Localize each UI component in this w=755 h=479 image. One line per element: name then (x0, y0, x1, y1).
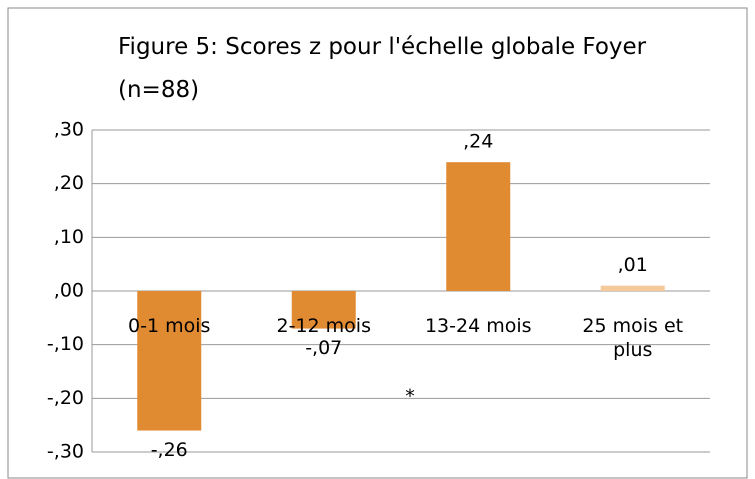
y-tick-label: ,20 (54, 172, 84, 194)
bar (600, 285, 665, 291)
y-tick-label: -,10 (47, 333, 84, 355)
value-label: ,01 (618, 254, 648, 276)
bar (291, 291, 356, 329)
chart-title: Figure 5: Scores z pour l'échelle global… (118, 34, 647, 103)
y-tick-label: ,00 (54, 280, 84, 302)
x-tick-label: 25 mois et plus (582, 315, 683, 361)
value-label: -,07 (305, 337, 342, 359)
annotation: * (405, 386, 415, 408)
value-label: -,26 (151, 439, 188, 461)
bar (446, 162, 511, 291)
bar (137, 291, 202, 431)
y-tick-label: ,10 (54, 226, 84, 248)
chart-border (7, 7, 748, 479)
x-tick-label: 13-24 mois (425, 315, 532, 337)
y-tick-label: -,20 (47, 387, 84, 409)
y-tick-label: -,30 (47, 441, 84, 463)
x-tick-label: 2-12 mois (277, 315, 371, 337)
value-label: ,24 (463, 131, 493, 153)
y-tick-label: ,30 (54, 119, 84, 141)
x-tick-label: 0-1 mois (128, 315, 210, 337)
